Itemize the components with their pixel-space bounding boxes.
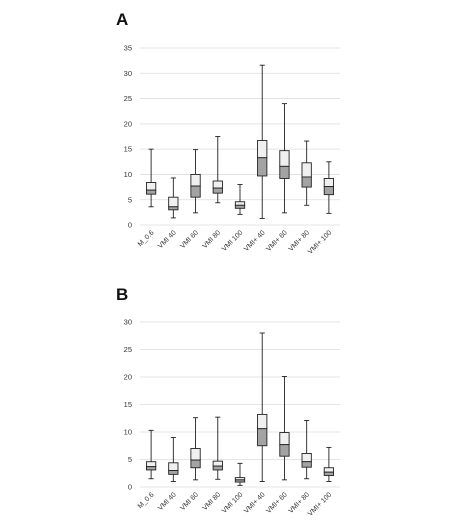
chart-a-y-tick-label: 35 (124, 44, 132, 53)
chart-b-box-8 (323, 446, 335, 482)
chart-a-box-lower (301, 176, 312, 188)
chart-a-box-7 (301, 140, 312, 206)
chart-b-category-label: VMI+ 40 (243, 491, 267, 515)
chart-a-box-3 (212, 136, 223, 204)
chart-b-box-lower (257, 428, 268, 447)
chart-b-box-3 (212, 416, 223, 480)
chart-b-box-6 (279, 376, 290, 481)
chart-b-box-4 (234, 462, 246, 486)
chart-b-y-tick-label: 20 (124, 373, 132, 382)
chart-a-y-tick-label: 5 (128, 195, 132, 204)
chart-a-y-tick-label: 25 (124, 94, 132, 103)
chart-a-box-6 (279, 103, 290, 214)
chart-a-box-lower (257, 157, 268, 177)
chart-a-box-0 (145, 148, 157, 208)
chart-a-box-2 (190, 149, 201, 214)
chart-b-box-lower (279, 444, 290, 457)
chart-a-y-tick-label: 30 (124, 69, 132, 78)
chart-b-y-tick-label: 30 (124, 318, 132, 327)
chart-a-y-tick-label: 20 (124, 119, 132, 128)
chart-a-box-4 (234, 184, 246, 215)
chart-b-y-tick-label: 5 (128, 455, 132, 464)
chart-b-box-5 (257, 332, 268, 482)
chart-a-box-lower (234, 204, 246, 209)
chart-b-box-upper (301, 453, 312, 463)
chart-a-box-lower (212, 187, 223, 194)
chart-a-y-tick-label: 10 (124, 170, 132, 179)
chart-a-box-lower (279, 165, 290, 179)
chart-b-box-lower (301, 461, 312, 468)
chart-a-box-5 (257, 64, 268, 219)
chart-b-box-lower (212, 465, 223, 471)
chart-b-category-label: VMI 60 (179, 491, 200, 512)
chart-b-box-upper (168, 462, 179, 471)
chart-a-box-8 (323, 161, 335, 214)
panel-label-a: A (116, 10, 129, 29)
chart-b-box-upper (323, 467, 335, 473)
chart-b-box-1 (168, 437, 179, 482)
chart-b-box-lower (323, 471, 335, 476)
chart-b-box-upper (190, 448, 201, 461)
chart-b-y-tick-label: 25 (124, 345, 132, 354)
chart-b-box-lower (234, 479, 246, 483)
chart-b-y-tick-label: 0 (128, 483, 132, 492)
chart-a-box-lower (323, 186, 335, 196)
chart-b-y-tick-label: 15 (124, 400, 132, 409)
chart-b-box-2 (190, 417, 201, 481)
chart-b-category-label: VMI+ 100 (307, 491, 333, 517)
chart-a-box-1 (168, 177, 179, 219)
chart-b-box-7 (301, 420, 312, 480)
chart-b-box-upper (212, 460, 223, 467)
chart-b-category-label: M_0.6 (137, 491, 156, 510)
chart-a-box-lower (145, 189, 157, 195)
chart-a-box-lower (168, 206, 179, 211)
chart-b-box-upper (257, 413, 268, 430)
chart-b-box-upper (279, 432, 290, 446)
chart-b-box-lower (168, 470, 179, 475)
chart-b-box-0 (145, 429, 157, 480)
chart-b-box-lower (145, 466, 157, 471)
chart-b-category-label: VMI 40 (157, 491, 178, 512)
chart-a-box-lower (190, 185, 201, 198)
chart-a-y-tick-label: 15 (124, 145, 132, 154)
chart-b-box-lower (190, 459, 201, 469)
chart-b-y-tick-label: 10 (124, 428, 132, 437)
chart-b-box-upper (145, 461, 157, 468)
chart-b-category-label: VMI 80 (202, 491, 223, 512)
chart-b-category-label: VMI+ 60 (265, 491, 289, 515)
panel-label-b: B (116, 285, 129, 304)
chart-a-y-tick-label: 0 (128, 221, 132, 230)
chart-b-category-label: VMI 100 (221, 491, 244, 514)
